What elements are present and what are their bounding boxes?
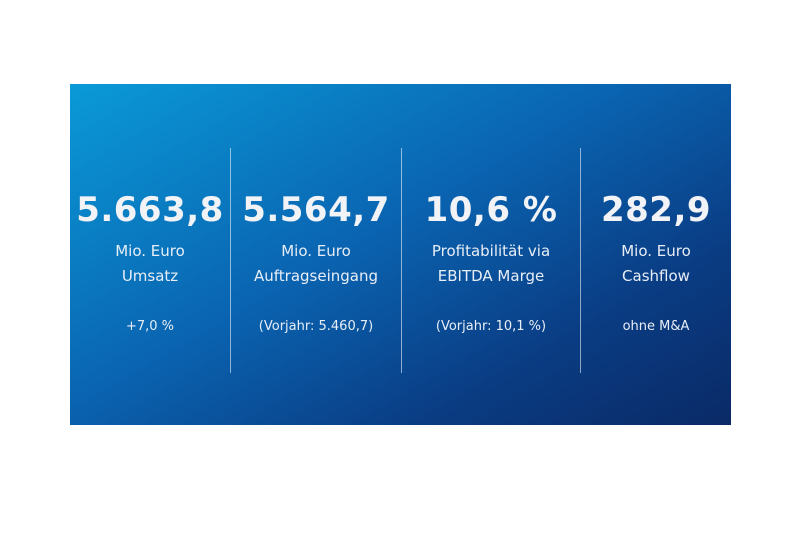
kpi-note: (Vorjahr: 10,1 %) — [435, 319, 547, 334]
kpi-unit: Mio. Euro — [621, 242, 691, 260]
divider — [580, 148, 581, 373]
kpi-label: Umsatz — [121, 267, 179, 285]
kpi-value: 5.564,7 — [242, 190, 390, 230]
kpi-unit: Profitabilität via — [431, 242, 551, 260]
kpi-unit: Mio. Euro — [115, 242, 185, 260]
kpi-value: 282,9 — [600, 190, 712, 230]
kpi-label: EBITDA Marge — [437, 267, 545, 285]
kpi-panel: 5.663,8 Mio. Euro Umsatz +7,0 % 5.564,7 … — [70, 84, 731, 425]
kpi-note: ohne M&A — [622, 319, 690, 334]
kpi-label: Cashflow — [622, 267, 690, 285]
kpi-order-intake: 5.564,7 Mio. Euro Auftragseingang (Vorja… — [231, 84, 401, 425]
divider — [230, 148, 231, 373]
kpi-value: 5.663,8 — [76, 190, 224, 230]
kpi-note: (Vorjahr: 5.460,7) — [258, 319, 374, 334]
kpi-unit: Mio. Euro — [281, 242, 351, 260]
kpi-ebitda-margin: 10,6 % Profitabilität via EBITDA Marge (… — [402, 84, 580, 425]
kpi-value: 10,6 % — [424, 190, 558, 230]
divider — [401, 148, 402, 373]
kpi-revenue: 5.663,8 Mio. Euro Umsatz +7,0 % — [70, 84, 230, 425]
kpi-cashflow: 282,9 Mio. Euro Cashflow ohne M&A — [581, 84, 731, 425]
kpi-label: Auftragseingang — [253, 267, 378, 285]
kpi-note: +7,0 % — [125, 319, 175, 334]
